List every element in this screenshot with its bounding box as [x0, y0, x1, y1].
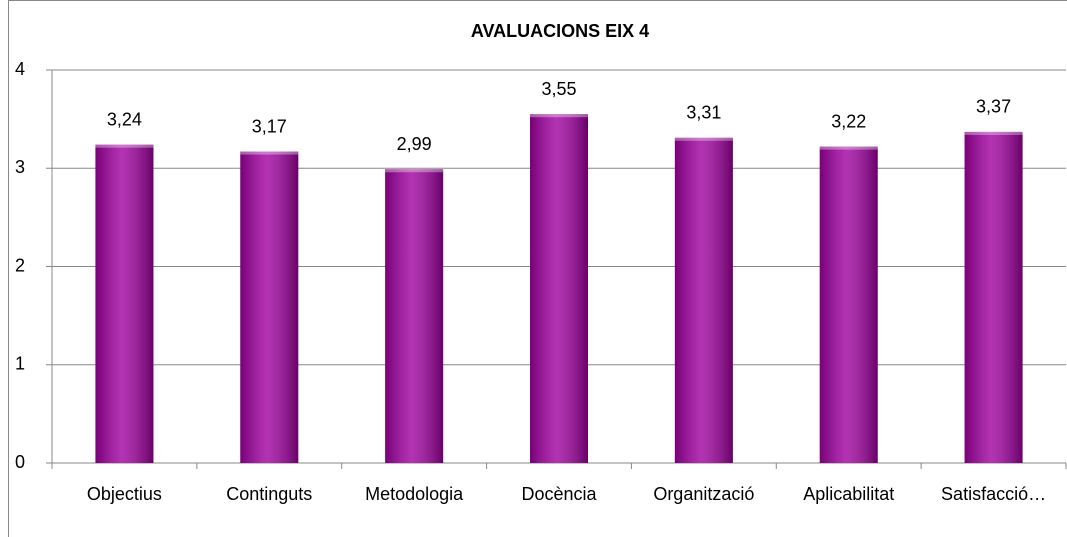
x-tick-label: Metodologia: [365, 484, 464, 504]
bar-cap: [819, 146, 878, 150]
chart-title: AVALUACIONS EIX 4: [471, 21, 649, 41]
x-tick-label: Satisfacció…: [941, 484, 1046, 504]
bar-cap: [95, 144, 154, 148]
bar-shade: [674, 137, 733, 464]
x-tick-label: Continguts: [226, 484, 312, 504]
data-label: 3,17: [252, 116, 287, 136]
data-label: 3,37: [976, 97, 1011, 117]
bar-shade: [240, 151, 299, 464]
x-tick-label: Aplicabilitat: [803, 484, 894, 504]
data-label: 3,31: [686, 103, 721, 123]
bar-shade: [819, 146, 878, 463]
y-tick-label: 2: [15, 255, 25, 275]
bar-cap: [964, 131, 1023, 135]
data-label: 3,24: [107, 109, 142, 129]
y-tick-label: 0: [15, 452, 25, 472]
bar-shade: [964, 131, 1023, 463]
chart-border: [8, 0, 1067, 537]
data-label: 3,22: [831, 111, 866, 131]
x-tick-label: Objectius: [87, 484, 162, 504]
y-tick-label: 4: [15, 59, 25, 79]
x-tick-label: Organització: [653, 484, 754, 504]
bar-cap: [530, 114, 588, 118]
bar-cap: [240, 151, 299, 155]
y-tick-label: 3: [15, 157, 25, 177]
data-label: 3,55: [541, 79, 576, 99]
y-tick-label: 1: [15, 354, 25, 374]
x-tick-label: Docència: [521, 484, 597, 504]
bar-cap: [674, 137, 733, 141]
bar-shade: [385, 169, 444, 464]
data-label: 2,99: [397, 134, 432, 154]
bar-shade: [95, 144, 154, 464]
bar-shade: [530, 114, 588, 464]
bar-cap: [385, 169, 444, 173]
